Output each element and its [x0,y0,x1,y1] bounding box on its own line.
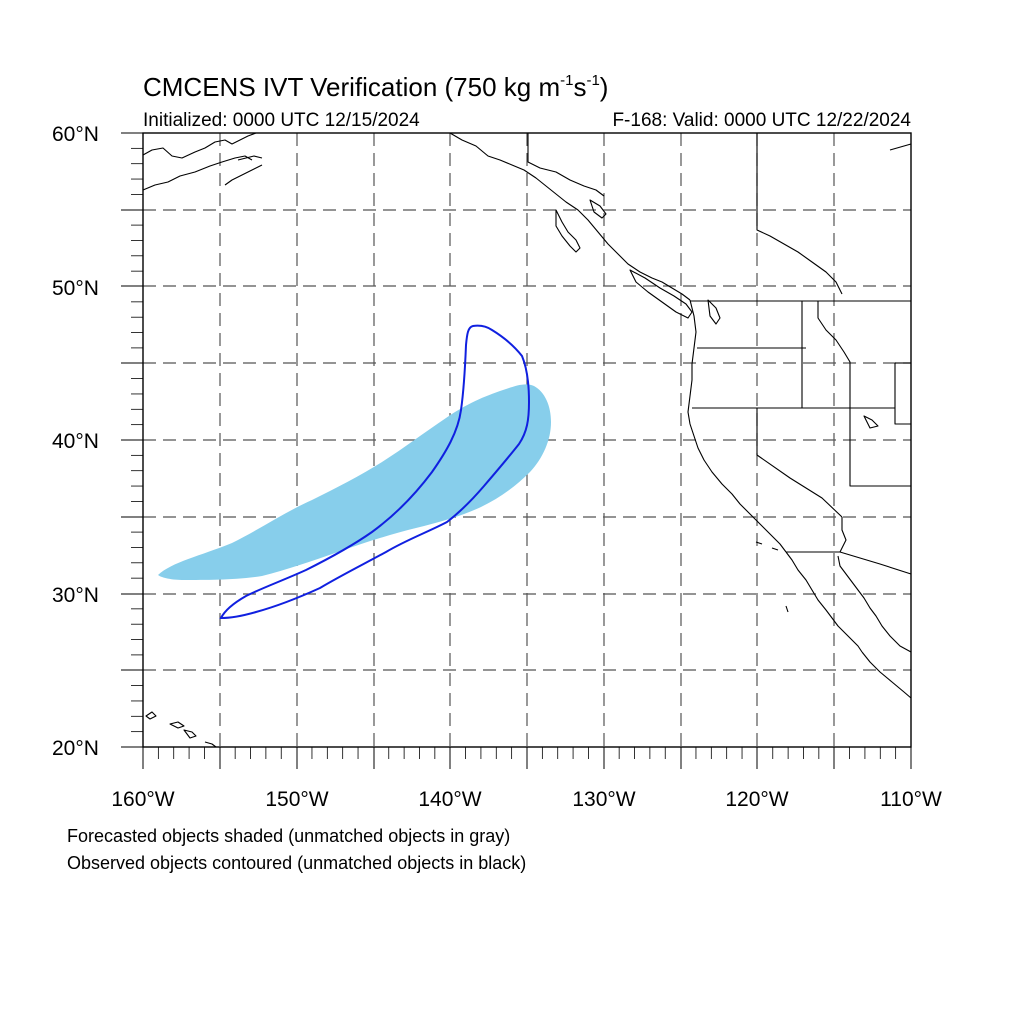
title-exponent: -1 [560,72,574,89]
lon-label: 120°W [725,788,788,811]
lat-label: 40°N [52,430,99,453]
lat-label: 60°N [52,123,99,146]
lon-label: 160°W [111,788,174,811]
title-exponent: -1 [586,72,600,89]
lat-label: 20°N [52,737,99,760]
lon-label: 130°W [572,788,635,811]
lat-label: 30°N [52,584,99,607]
lon-label: 140°W [418,788,481,811]
coastlines-and-borders [142,132,912,748]
legend-observed: Observed objects contoured (unmatched ob… [67,853,527,873]
title-text: s [573,72,587,102]
lon-label: 150°W [265,788,328,811]
legend-forecast: Forecasted objects shaded (unmatched obj… [67,826,511,846]
valid-time: F-168: Valid: 0000 UTC 12/22/2024 [612,110,911,131]
forecast-ivt-object [158,384,551,580]
title-text: ) [599,72,609,102]
lon-label: 110°W [880,788,942,811]
axis-minor-ticks [131,147,897,759]
axis-ticks [121,132,912,769]
plot-title: CMCENS IVT Verification (750 kg m-1s-1) [143,72,609,102]
title-text: CMCENS IVT Verification (750 kg m [143,72,561,102]
observed-ivt-contour [219,324,531,620]
lat-label: 50°N [52,277,99,300]
initialized-time: Initialized: 0000 UTC 12/15/2024 [143,110,420,131]
